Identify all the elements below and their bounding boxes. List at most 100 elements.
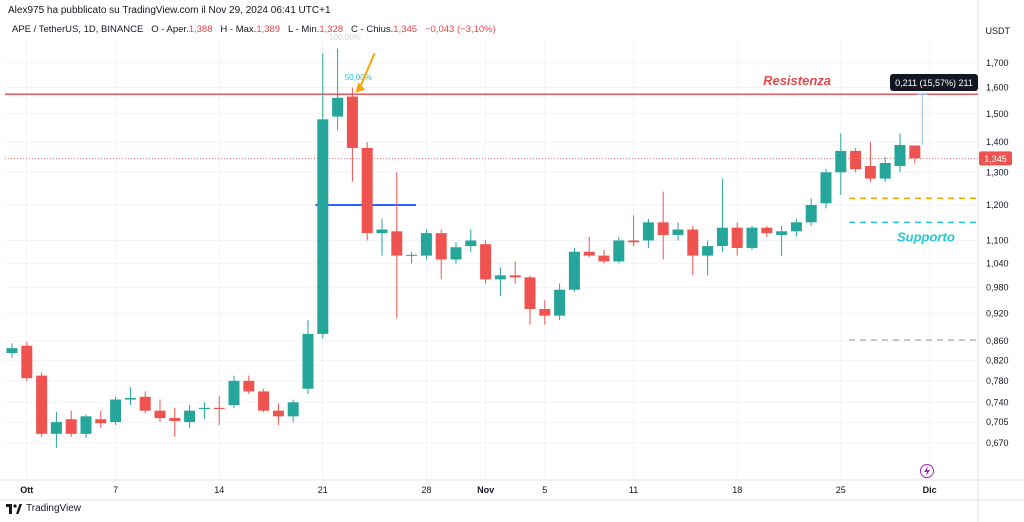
candle-body <box>450 247 462 260</box>
high-value: 1,389 <box>256 24 281 35</box>
candle-body <box>687 229 699 256</box>
high-label: H - Max. <box>220 24 257 35</box>
y-tick-label: 1,600 <box>986 83 1009 93</box>
x-tick-label: Ott <box>20 485 33 495</box>
candle-body <box>746 227 758 248</box>
candle-body <box>228 380 240 406</box>
low-label: L - Min. <box>288 24 320 35</box>
candle-body <box>539 309 551 316</box>
currency-label: USDT <box>985 26 1011 36</box>
y-tick-label: 0,920 <box>986 308 1009 318</box>
candle-body <box>805 204 817 223</box>
y-tick-label: 0,860 <box>986 336 1009 346</box>
fib-label-100: 100,00% <box>329 33 361 42</box>
x-tick-label: Nov <box>477 485 494 495</box>
candle-body <box>346 96 358 148</box>
x-tick-label: 21 <box>318 485 328 495</box>
candle-body <box>243 380 255 392</box>
low-value: 1,328 <box>319 24 344 35</box>
candle-body <box>524 277 536 310</box>
published-by-text: Alex975 ha pubblicato su TradingView.com… <box>8 5 331 16</box>
y-tick-label: 1,040 <box>986 258 1009 268</box>
candle-body <box>110 399 122 423</box>
candle-body <box>761 227 773 234</box>
candle-body <box>776 231 788 235</box>
measure-label-box <box>890 74 978 91</box>
x-tick-label: 11 <box>629 485 638 495</box>
candle-body <box>6 348 18 353</box>
candle-body <box>376 229 388 234</box>
y-tick-label: 0,670 <box>986 438 1009 448</box>
candle-body <box>21 345 33 379</box>
candle-body <box>272 410 284 417</box>
y-tick-label: 1,200 <box>986 200 1009 210</box>
tradingview-logo[interactable]: TradingView <box>6 503 81 514</box>
resistance-label: Resistenza <box>763 73 831 88</box>
change-value: −0,043 (−3,10%) <box>424 24 496 35</box>
open-value: 1,388 <box>188 24 213 35</box>
candle-body <box>509 275 521 278</box>
orange-arrow-shaft <box>358 52 376 90</box>
candle-body <box>391 231 403 256</box>
candle-body <box>65 419 77 434</box>
measure-label: 0,211 (15,57%) 211 <box>895 78 973 88</box>
candle-body <box>169 418 181 421</box>
candle-body <box>494 275 506 280</box>
open-label: O - Aper. <box>151 24 189 35</box>
candle-body <box>628 240 640 243</box>
candle-body <box>332 97 344 117</box>
candle-body <box>879 162 891 179</box>
y-tick-label: 0,820 <box>986 355 1009 365</box>
candle-body <box>850 150 862 170</box>
tradingview-brand: TradingView <box>26 503 82 514</box>
candle-body <box>258 391 270 411</box>
y-tick-label: 1,700 <box>986 58 1009 68</box>
candle-body <box>50 422 62 434</box>
symbol-name[interactable]: APE / TetherUS, 1D, BINANCE <box>12 24 144 35</box>
candle-body <box>435 233 447 260</box>
candle-body <box>642 222 654 241</box>
candle-body <box>820 172 832 204</box>
x-tick-label: 14 <box>214 485 224 495</box>
candle-body <box>702 246 714 256</box>
candle-body <box>731 227 743 248</box>
candle-body <box>657 222 669 235</box>
candle-body <box>480 244 492 280</box>
y-tick-label: 1,300 <box>986 167 1009 177</box>
candle-body <box>554 289 566 316</box>
candle-body <box>835 150 847 173</box>
fib-label-50: 50,00% <box>345 73 372 82</box>
candle-body <box>213 407 225 409</box>
x-tick-label: 18 <box>732 485 742 495</box>
lightning-bolt <box>924 466 930 476</box>
x-tick-label: Dic <box>923 485 937 495</box>
x-tick-label: 28 <box>421 485 431 495</box>
candle-body <box>361 147 373 234</box>
candle-body <box>154 410 166 419</box>
candle-body <box>406 254 418 256</box>
candle-body <box>716 227 728 247</box>
candle-body <box>139 396 151 411</box>
y-tick-label: 0,980 <box>986 283 1009 293</box>
candles <box>6 48 921 448</box>
candle-body <box>672 229 684 235</box>
y-tick-label: 1,500 <box>986 109 1009 119</box>
candle-body <box>790 222 802 232</box>
y-tick-label: 0,705 <box>986 417 1009 427</box>
close-value: 1,345 <box>393 24 418 35</box>
grid <box>5 40 978 478</box>
candle-body <box>613 240 625 262</box>
candle-body <box>124 397 136 400</box>
candle-body <box>95 419 107 424</box>
candle-body <box>198 407 210 409</box>
symbol-legend: APE / TetherUS, 1D, BINANCE O - Aper.1,3… <box>12 24 496 35</box>
candle-body <box>317 119 329 334</box>
candle-body <box>465 240 477 247</box>
candle-body <box>864 166 876 179</box>
y-tick-label: 0,740 <box>986 397 1009 407</box>
candle-body <box>894 144 906 167</box>
candle-body <box>583 251 595 256</box>
y-tick-label: 1,400 <box>986 137 1009 147</box>
y-tick-label: 0,780 <box>986 376 1009 386</box>
